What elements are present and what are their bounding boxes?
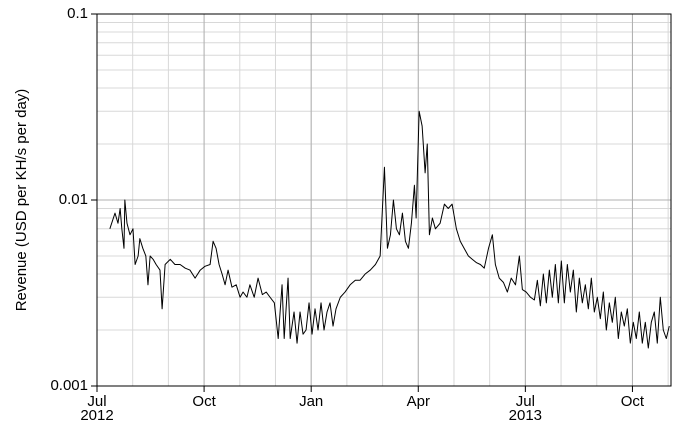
- y-tick-label: 0.01: [59, 191, 88, 208]
- x-tick-label: Jul 2013: [509, 393, 542, 424]
- x-tick-label: Jul 2012: [80, 393, 113, 424]
- x-tick-label: Apr: [407, 393, 430, 410]
- x-tick-label: Oct: [192, 393, 216, 410]
- y-axis-label: Revenue (USD per KH/s per day): [13, 89, 30, 312]
- data-line: [109, 110, 670, 349]
- x-tick-label: Oct: [621, 393, 645, 410]
- y-tick-label: 0.001: [50, 377, 88, 394]
- plot-frame: [96, 13, 672, 387]
- y-tick-label: 0.1: [67, 5, 88, 22]
- x-tick-label: Jan: [299, 393, 323, 410]
